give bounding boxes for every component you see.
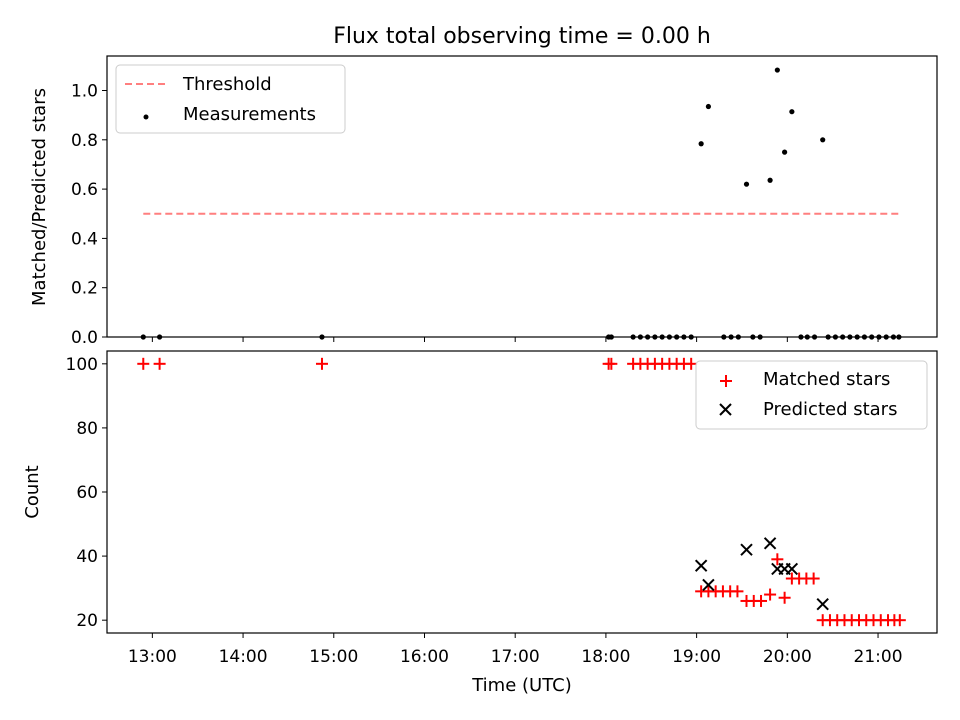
x-tick-label: 18:00 xyxy=(581,647,630,667)
x-tick-label: 21:00 xyxy=(854,647,903,667)
bottom-x-axis-ticks: 13:00 14:00 15:00 16:00 17:00 18:00 19:00 20:00… xyxy=(128,633,903,667)
top-y-tick-label: 0.2 xyxy=(71,279,98,299)
bottom-y-tick-label: 40 xyxy=(76,547,98,567)
matched-star-point xyxy=(764,588,777,601)
top-y-tick-label: 0.0 xyxy=(71,328,98,348)
measurements-legend-swatch xyxy=(143,114,149,120)
matched-star-point xyxy=(731,585,744,598)
top-y-tick-label: 0.8 xyxy=(71,131,98,151)
x-tick-label: 17:00 xyxy=(491,647,540,667)
x-tick-label: 20:00 xyxy=(763,647,812,667)
matched-star-point xyxy=(685,357,698,370)
matched-stars-legend-swatch xyxy=(720,375,732,387)
measurement-point xyxy=(789,109,795,115)
bottom-y-axis-label: Count xyxy=(22,465,43,518)
top-y-tick-label: 1.0 xyxy=(71,82,98,102)
bottom-plot-frame xyxy=(106,350,938,634)
top-legend-box xyxy=(115,64,346,134)
measurement-point xyxy=(698,141,704,147)
bottom-y-axis-ticks: 20 40 60 80 100 xyxy=(66,355,107,631)
matched-star-point xyxy=(153,357,166,370)
threshold-legend-label: Threshold xyxy=(182,74,272,95)
figure-title: Flux total observing time = 0.00 h xyxy=(333,24,711,49)
bottom-y-tick-label: 100 xyxy=(66,355,98,375)
matched-star-point xyxy=(315,357,328,370)
top-y-tick-label: 0.6 xyxy=(71,180,98,200)
predicted-star-point xyxy=(702,578,715,592)
matched-star-point xyxy=(771,553,784,566)
bottom-y-tick-label: 60 xyxy=(76,483,98,503)
top-y-axis-label: Matched/Predicted stars xyxy=(29,88,50,306)
top-legend: Threshold Measurements xyxy=(115,64,346,134)
matched-star-point xyxy=(807,572,820,585)
predicted-star-point xyxy=(694,559,708,572)
x-tick-label: 13:00 xyxy=(128,647,177,667)
predicted-star-point xyxy=(816,597,829,611)
top-panel: 0.0 0.2 0.4 0.6 0.8 1.0 Matched/Predicted sta… xyxy=(29,55,938,348)
measurement-point xyxy=(743,181,750,187)
predicted-stars-legend-label: Predicted stars xyxy=(763,399,897,420)
predicted-star-point xyxy=(763,537,777,550)
measurement-point xyxy=(820,137,826,143)
bottom-legend: Matched stars Predicted stars xyxy=(695,360,928,430)
bottom-panel: 20 40 60 80 100 13:00 14:00 15:00 16:00 17:00 18:… xyxy=(22,350,938,696)
bottom-legend-box xyxy=(695,360,928,430)
measurement-point xyxy=(782,149,788,155)
matched-star-point xyxy=(755,594,768,607)
predicted-star-point xyxy=(785,562,799,576)
top-y-axis-ticks: 0.0 0.2 0.4 0.6 0.8 1.0 xyxy=(71,82,107,348)
matched-star-point xyxy=(137,357,150,370)
x-tick-label: 19:00 xyxy=(672,647,721,667)
count-markers-layer xyxy=(137,357,906,627)
measurement-point xyxy=(774,67,780,73)
measurements-legend-label: Measurements xyxy=(183,104,316,125)
matched-star-point xyxy=(893,614,906,627)
bottom-y-tick-label: 20 xyxy=(76,611,98,631)
measurement-point xyxy=(767,177,773,183)
x-tick-label: 16:00 xyxy=(400,647,449,667)
top-x-axis-ticks xyxy=(151,337,879,342)
top-plot-frame xyxy=(106,55,938,338)
matched-stars-legend-label: Matched stars xyxy=(763,369,890,390)
top-y-tick-label: 0.4 xyxy=(71,229,98,249)
predicted-star-point xyxy=(740,543,753,556)
predicted-stars-legend-swatch xyxy=(719,403,732,416)
measurement-point xyxy=(705,103,712,110)
x-tick-label: 14:00 xyxy=(219,647,268,667)
x-tick-label: 15:00 xyxy=(309,647,358,667)
bottom-y-tick-label: 80 xyxy=(76,419,98,439)
matched-star-point xyxy=(605,357,618,370)
matched-star-point xyxy=(778,591,791,604)
x-axis-label: Time (UTC) xyxy=(471,675,572,696)
